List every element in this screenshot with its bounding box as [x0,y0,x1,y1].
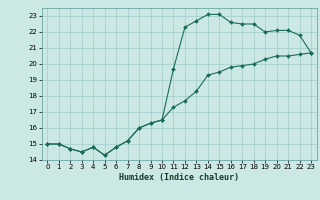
X-axis label: Humidex (Indice chaleur): Humidex (Indice chaleur) [119,173,239,182]
